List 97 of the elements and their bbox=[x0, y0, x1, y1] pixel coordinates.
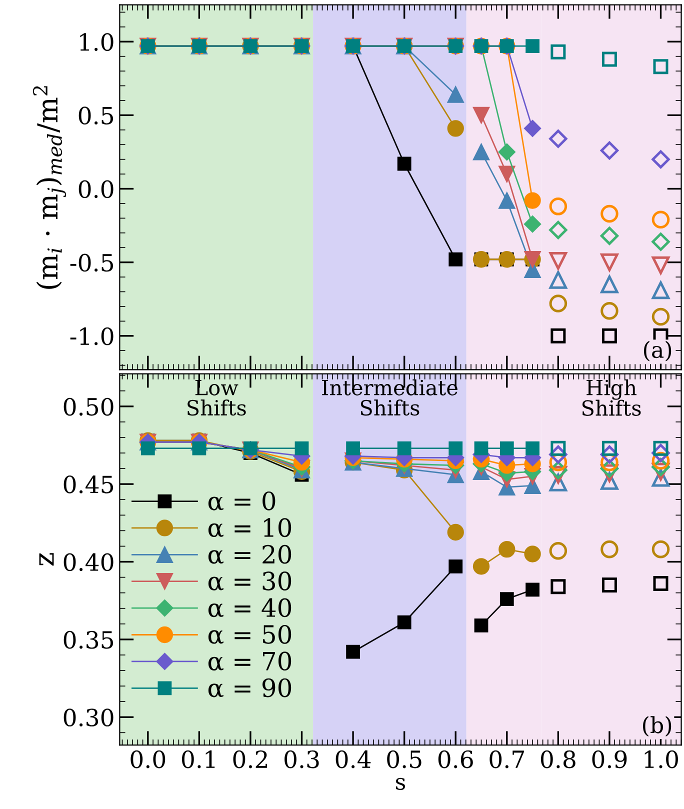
point bbox=[346, 441, 360, 456]
point bbox=[549, 220, 568, 240]
legend-label: α = 90 bbox=[208, 678, 292, 698]
point bbox=[498, 192, 516, 209]
legend-label: α = 20 bbox=[208, 544, 292, 564]
y-tick-label: 0.30 bbox=[64, 708, 114, 726]
x-tick-label: 0.6 bbox=[438, 750, 473, 768]
point bbox=[600, 204, 618, 223]
band-label: High Shifts bbox=[582, 379, 641, 416]
legend-label: α = 70 bbox=[208, 652, 292, 671]
y-tick-label: -0.5 bbox=[70, 254, 114, 272]
y-tick-label: 0.50 bbox=[64, 398, 114, 416]
point bbox=[602, 328, 617, 344]
x-tick-label: 0.5 bbox=[387, 750, 422, 768]
point bbox=[652, 308, 670, 326]
point bbox=[652, 540, 670, 558]
point bbox=[524, 216, 542, 233]
annotation: (a) bbox=[644, 340, 672, 362]
point bbox=[549, 294, 568, 312]
point bbox=[500, 441, 514, 456]
point bbox=[447, 524, 464, 541]
point bbox=[653, 59, 668, 74]
legend-label: α = 10 bbox=[208, 518, 292, 538]
point bbox=[346, 644, 360, 659]
x-axis-title: s bbox=[396, 778, 406, 790]
legend-label: α = 50 bbox=[208, 624, 292, 644]
x-tick-label: 0.4 bbox=[336, 750, 371, 768]
point bbox=[652, 150, 670, 168]
point bbox=[600, 141, 619, 160]
point bbox=[526, 441, 540, 456]
annotation: (b) bbox=[643, 716, 672, 737]
point bbox=[524, 546, 541, 562]
y-tick-label: -1.0 bbox=[70, 327, 114, 346]
point bbox=[526, 39, 540, 53]
point bbox=[472, 558, 490, 575]
point bbox=[652, 256, 670, 274]
point bbox=[397, 156, 412, 171]
point bbox=[472, 144, 490, 160]
y-tick-label: 0.0 bbox=[78, 180, 114, 198]
point bbox=[600, 253, 618, 272]
legend-label: α = 30 bbox=[208, 572, 292, 590]
point bbox=[600, 540, 618, 558]
point bbox=[498, 143, 516, 161]
y-tick-label: 0.35 bbox=[64, 630, 114, 649]
point bbox=[652, 210, 670, 229]
point bbox=[294, 441, 309, 456]
point bbox=[524, 120, 542, 137]
point bbox=[448, 252, 463, 266]
y-axis-title: z bbox=[39, 553, 54, 566]
x-tick-label: 0.8 bbox=[540, 750, 576, 768]
y-tick-label: 0.5 bbox=[78, 106, 114, 124]
y-axis-title: (m$_{i}$ · m$_{j}$)$_{med}$/m$^{2}$ bbox=[32, 86, 66, 289]
point bbox=[600, 275, 618, 294]
point bbox=[550, 44, 566, 60]
point bbox=[498, 540, 516, 558]
y-tick-label: 1.0 bbox=[80, 33, 114, 51]
point bbox=[600, 302, 618, 320]
point bbox=[549, 271, 568, 289]
x-tick-label: 0.2 bbox=[233, 750, 267, 768]
x-tick-label: 1.0 bbox=[644, 750, 678, 768]
point bbox=[549, 198, 568, 216]
point bbox=[549, 252, 568, 270]
legend-label: α = 0 bbox=[208, 491, 276, 510]
point bbox=[549, 542, 568, 560]
x-tick-label: 0.3 bbox=[284, 750, 319, 768]
point bbox=[526, 582, 540, 597]
point bbox=[474, 441, 488, 456]
point bbox=[652, 281, 670, 300]
point bbox=[500, 592, 514, 606]
point bbox=[602, 52, 617, 67]
point bbox=[549, 130, 568, 148]
point bbox=[397, 441, 412, 456]
legend-label: α = 40 bbox=[208, 598, 292, 618]
y-tick-label: 0.45 bbox=[64, 476, 114, 494]
x-tick-label: 0.1 bbox=[182, 750, 215, 768]
point bbox=[524, 192, 541, 209]
point bbox=[550, 328, 566, 344]
band-label: Low Shifts bbox=[188, 380, 246, 416]
point bbox=[600, 226, 619, 245]
x-tick-label: 0.7 bbox=[490, 750, 524, 768]
point bbox=[397, 615, 412, 630]
point bbox=[192, 441, 206, 456]
point bbox=[602, 578, 617, 593]
point bbox=[550, 579, 566, 594]
point bbox=[448, 559, 463, 574]
point bbox=[652, 232, 670, 251]
point bbox=[472, 106, 490, 124]
point bbox=[474, 618, 488, 632]
x-tick-label: 0.0 bbox=[130, 750, 166, 768]
point bbox=[448, 441, 463, 456]
y-tick-label: 0.40 bbox=[64, 553, 114, 572]
band-label: Intermediate Shifts bbox=[322, 379, 458, 416]
point bbox=[447, 120, 464, 137]
x-tick-label: 0.9 bbox=[592, 750, 627, 768]
point bbox=[447, 86, 464, 103]
point bbox=[498, 166, 516, 182]
point bbox=[653, 576, 668, 592]
